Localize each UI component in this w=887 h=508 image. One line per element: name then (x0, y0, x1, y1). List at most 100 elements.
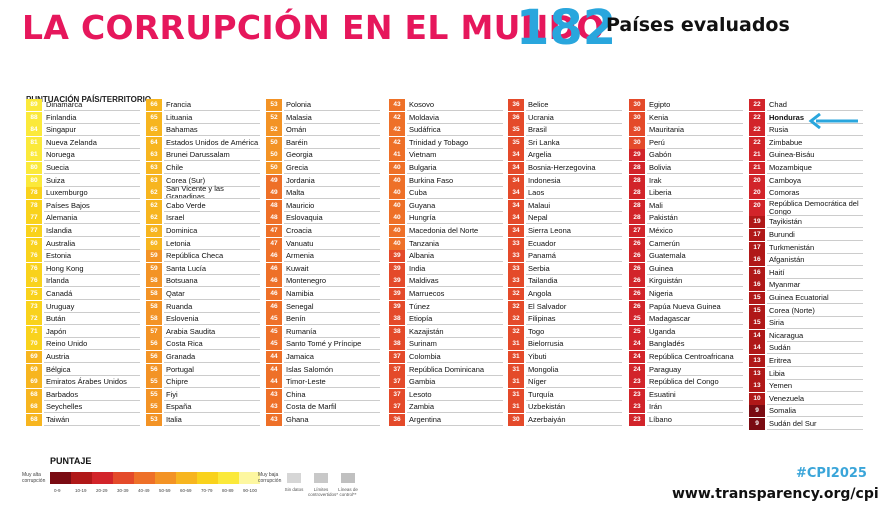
country-name: Malta (286, 188, 305, 198)
row-divider (44, 210, 140, 212)
row-divider (647, 160, 743, 162)
country-name: Ruanda (166, 301, 193, 311)
row-divider (164, 147, 260, 149)
score-cell: 33 (508, 275, 524, 288)
score-cell: 26 (629, 288, 645, 300)
country-name: Canadá (46, 289, 73, 298)
score-cell: 77 (26, 212, 42, 225)
row-divider (526, 324, 622, 326)
row-divider (284, 185, 380, 187)
country-name: Haití (769, 267, 785, 277)
table-row: 68 Seychelles (26, 401, 140, 414)
row-divider (647, 236, 743, 237)
table-row: 21 Mozambique (749, 162, 863, 174)
table-row: 9 Sudán del Sur (749, 418, 863, 430)
country-name: Suecia (46, 163, 69, 172)
country-name: Myanmar (769, 280, 801, 290)
score-cell: 55 (146, 388, 162, 401)
score-cell: 32 (508, 300, 524, 313)
row-divider (284, 425, 380, 426)
table-row: 66 Francia (146, 99, 260, 111)
row-divider (164, 236, 260, 237)
country-name: Lesoto (409, 389, 432, 399)
score-cell: 43 (266, 414, 282, 426)
table-row: 34 Bosnia-Herzegovina (508, 162, 622, 174)
row-divider (647, 147, 743, 149)
table-row: 53 Italia (146, 414, 260, 426)
country-name: Maldivas (409, 276, 439, 286)
row-divider (526, 135, 622, 137)
country-name: Francia (166, 100, 192, 109)
row-divider (407, 425, 503, 426)
country-name: Austria (46, 352, 70, 361)
table-row: 43 Costa de Marfil (266, 401, 380, 414)
score-cell: 33 (508, 237, 524, 250)
table-row: 32 Filipinas (508, 313, 622, 326)
table-row: 68 Taiwán (26, 414, 140, 426)
country-name: Emiratos Árabes Unidos (46, 377, 127, 387)
country-name: Serbia (528, 263, 550, 273)
score-cell: 55 (146, 376, 162, 389)
score-cell: 35 (508, 136, 524, 149)
row-divider (164, 185, 260, 187)
table-row: 34 Laos (508, 187, 622, 200)
table-row: 55 España (146, 401, 260, 414)
country-name: Bolivia (649, 163, 672, 172)
score-cell: 49 (266, 187, 282, 200)
country-name: República del Congo (649, 377, 719, 387)
source-url[interactable]: www.transparency.org/cpi (672, 486, 879, 502)
table-row: 65 Lituania (146, 111, 260, 124)
row-divider (526, 198, 622, 200)
score-cell: 31 (508, 401, 524, 414)
legend-swatch (71, 472, 92, 484)
table-row: 69 Austria (26, 351, 140, 363)
score-cell: 39 (389, 288, 405, 300)
table-row: 31 Bielorrusia (508, 338, 622, 351)
row-divider (767, 429, 863, 430)
score-cell: 31 (508, 388, 524, 401)
score-cell: 15 (749, 317, 765, 330)
score-cell: 62 (146, 187, 162, 200)
table-row: 72 Bután (26, 313, 140, 326)
score-cell: 81 (26, 149, 42, 162)
row-divider (284, 374, 380, 376)
table-row: 16 Afganistán (749, 254, 863, 267)
table-row: 15 Siria (749, 317, 863, 330)
table-row: 30 Egipto (629, 99, 743, 111)
score-cell: 21 (749, 162, 765, 174)
table-row: 78 Países Bajos (26, 199, 140, 212)
row-divider (526, 311, 622, 313)
table-row: 13 Eritrea (749, 355, 863, 367)
row-divider (526, 236, 622, 237)
score-cell: 37 (389, 401, 405, 414)
country-name: Israel (166, 213, 185, 223)
score-cell: 46 (266, 275, 282, 288)
country-name: Siria (769, 318, 785, 328)
row-divider (767, 252, 863, 254)
country-name: Cabo Verde (166, 200, 206, 210)
table-row: 36 Belice (508, 99, 622, 111)
row-divider (284, 399, 380, 401)
row-divider (647, 210, 743, 212)
score-cell: 66 (146, 99, 162, 111)
country-name: Namibia (286, 289, 314, 298)
score-cell: 34 (508, 162, 524, 174)
row-divider (526, 273, 622, 275)
table-row: 17 Burundi (749, 229, 863, 241)
country-name: Dominica (166, 226, 198, 235)
row-divider (164, 210, 260, 212)
score-cell: 37 (389, 351, 405, 363)
country-name: Sri Lanka (528, 137, 560, 147)
country-name: Camboya (769, 175, 802, 185)
score-cell: 46 (266, 250, 282, 263)
table-row: 77 Alemania (26, 212, 140, 225)
country-name: Albania (409, 251, 435, 261)
table-row: 20 República Democrática del Congo (749, 199, 863, 216)
row-divider (526, 299, 622, 300)
score-cell: 43 (266, 401, 282, 414)
country-name: Ecuador (528, 238, 556, 248)
score-cell: 9 (749, 418, 765, 430)
row-divider (526, 362, 622, 363)
country-name: India (409, 263, 426, 273)
legend-more-corruption: Muy alta corrupción (22, 472, 46, 484)
